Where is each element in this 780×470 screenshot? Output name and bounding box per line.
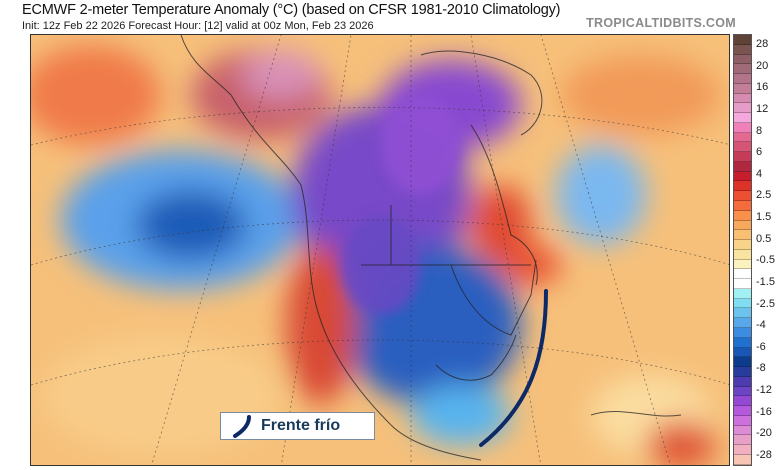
- color-scale-label: 12: [756, 102, 769, 115]
- color-scale-band: [734, 181, 751, 192]
- cold-front-line: [479, 289, 548, 447]
- color-scale-band: [734, 54, 751, 65]
- color-scale-band: [734, 161, 751, 172]
- color-scale-band: [734, 288, 751, 299]
- color-scale-band: [734, 308, 751, 319]
- color-scale-band: [734, 415, 751, 426]
- color-scale-band: [734, 230, 751, 241]
- color-scale-band: [734, 191, 751, 202]
- color-scale-band: [734, 220, 751, 231]
- color-scale-label: 28: [756, 38, 769, 50]
- color-scale-label: -12: [756, 384, 772, 397]
- color-scale-label: 0.5: [756, 232, 772, 245]
- color-scale-label: -20: [756, 427, 772, 440]
- color-scale-band: [734, 435, 751, 446]
- color-scale-band: [734, 357, 751, 368]
- color-scale-band: [734, 93, 751, 104]
- color-scale-band: [734, 367, 751, 377]
- color-scale-band: [734, 376, 751, 387]
- cold-front-icon: [233, 415, 251, 438]
- color-scale-band: [734, 171, 751, 182]
- color-scale-band: [734, 327, 751, 338]
- color-scale-label: 16: [756, 81, 769, 94]
- color-scale-band: [734, 83, 751, 94]
- color-scale-band: [734, 259, 751, 270]
- color-scale-band: [734, 445, 751, 455]
- color-scale-band: [734, 152, 751, 162]
- anomaly-field: [31, 35, 729, 465]
- color-scale-band: [734, 132, 751, 143]
- color-scale-label: 4: [756, 167, 763, 180]
- color-scale-band: [734, 44, 751, 55]
- color-scale-band: [734, 142, 751, 153]
- color-scale-bar: [733, 34, 752, 466]
- color-scale-band: [734, 347, 751, 358]
- coastlines: [180, 35, 682, 461]
- legend-label: Frente frío: [261, 417, 341, 434]
- color-scale-band: [734, 318, 751, 328]
- color-scale-label: -28: [756, 449, 772, 461]
- color-scale-label: 2.5: [756, 189, 772, 202]
- color-scale-band: [734, 454, 751, 465]
- color-scale-band: [734, 122, 751, 133]
- color-scale-label: -8: [756, 362, 766, 375]
- temperature-anomaly-map: [30, 34, 730, 466]
- color-scale-label: -2.5: [756, 297, 775, 310]
- color-scale-band: [734, 210, 751, 221]
- color-scale-band: [734, 425, 751, 436]
- cold-front-legend: Frente frío: [220, 412, 375, 440]
- color-scale-band: [734, 240, 751, 250]
- color-scale-band: [734, 74, 751, 84]
- color-scale-label: 1.5: [756, 211, 772, 224]
- color-scale-band: [734, 64, 751, 75]
- color-scale-label: -1.5: [756, 275, 775, 288]
- map-title: ECMWF 2-meter Temperature Anomaly (°C) (…: [22, 2, 561, 18]
- color-scale-band: [734, 201, 751, 211]
- color-scale-band: [734, 386, 751, 397]
- color-scale-label: 6: [756, 146, 763, 159]
- color-scale-label: -6: [756, 340, 766, 353]
- map-subtitle: Init: 12z Feb 22 2026 Forecast Hour: [12…: [22, 20, 374, 32]
- color-scale-band: [734, 103, 751, 114]
- brand-watermark: TROPICALTIDBITS.COM: [586, 16, 736, 30]
- color-scale-label: -16: [756, 405, 772, 418]
- color-scale-band: [734, 269, 751, 280]
- graticule: [31, 35, 729, 465]
- color-scale-label: 8: [756, 124, 763, 137]
- color-scale-label: 20: [756, 59, 769, 72]
- color-scale-band: [734, 298, 751, 309]
- color-scale-band: [734, 406, 751, 416]
- color-scale-band: [734, 249, 751, 260]
- color-scale-label: -4: [756, 319, 766, 332]
- color-scale-band: [734, 279, 751, 289]
- color-scale-label: -0.5: [756, 254, 775, 267]
- color-scale-band: [734, 113, 751, 123]
- color-scale-band: [734, 337, 751, 348]
- color-scale-band: [734, 35, 751, 45]
- color-scale-band: [734, 396, 751, 407]
